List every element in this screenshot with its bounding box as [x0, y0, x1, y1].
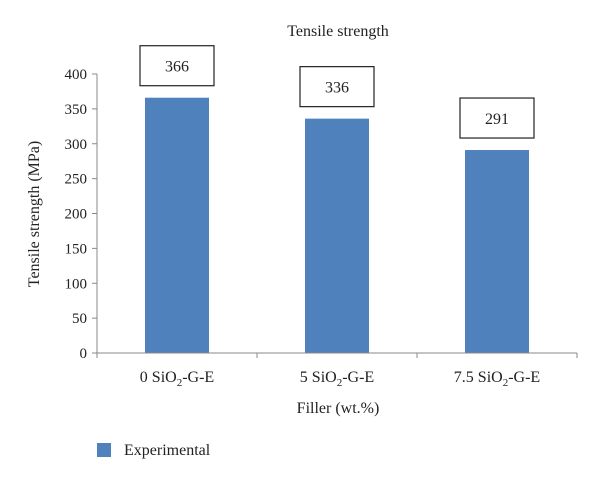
x-tick-label: 0 SiO2-G-E — [140, 369, 214, 389]
y-axis-title: Tensile strength (MPa) — [26, 141, 43, 287]
bar — [145, 97, 209, 353]
y-tick-label: 50 — [72, 311, 87, 327]
y-tick-label: 150 — [65, 241, 88, 257]
y-tick-label: 100 — [65, 276, 88, 292]
data-label: 291 — [485, 111, 509, 128]
y-tick-label: 400 — [65, 67, 88, 83]
x-axis-title: Filler (wt.%) — [297, 400, 380, 417]
data-label-box — [139, 45, 215, 87]
bar — [305, 118, 369, 353]
data-label-box — [299, 66, 375, 108]
y-tick-label: 0 — [80, 346, 88, 362]
bar — [465, 150, 529, 353]
data-labels-layer: 366 336 291 — [139, 45, 535, 139]
axes-layer: 0 50 100 150 200 250 300 350 400 0 SiO2-G-E 5 SiO2… — [65, 67, 578, 389]
legend: Experimental — [97, 442, 211, 459]
y-tick-label: 250 — [65, 172, 88, 188]
data-label: 366 — [165, 59, 189, 76]
chart-title: Tensile strength — [287, 23, 389, 40]
legend-swatch-experimental — [97, 443, 111, 457]
y-tick-label: 350 — [65, 102, 88, 118]
legend-label-experimental: Experimental — [124, 442, 211, 459]
bars-layer — [145, 97, 529, 353]
y-tick-label: 300 — [65, 137, 88, 153]
y-tick-label: 200 — [65, 207, 88, 223]
x-tick-label: 5 SiO2-G-E — [300, 369, 374, 389]
x-tick-label: 7.5 SiO2-G-E — [454, 369, 540, 389]
data-label: 336 — [325, 80, 349, 97]
data-label-box — [459, 97, 535, 139]
